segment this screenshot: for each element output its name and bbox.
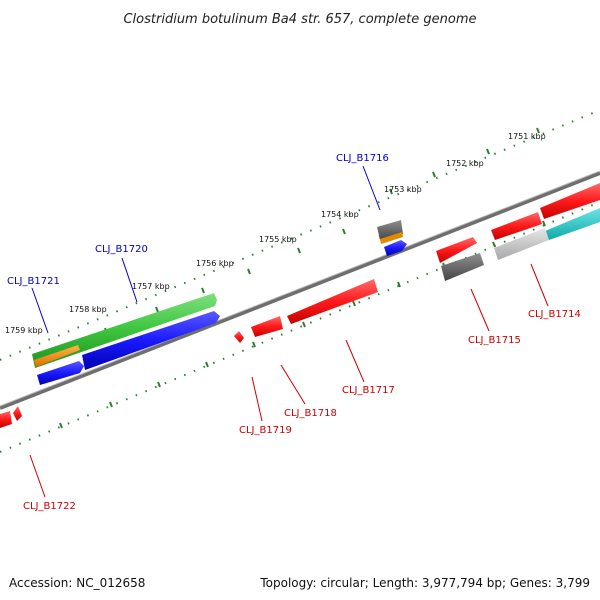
map-title: Clostridium botulinum Ba4 str. 657, comp… xyxy=(123,12,476,27)
gene-label-CLJ_B1715[interactable]: CLJ_B1715 xyxy=(468,335,521,346)
gene-feature-red-right[interactable] xyxy=(540,183,600,219)
genome-summary-text: Topology: circular; Length: 3,977,794 bp… xyxy=(259,576,590,590)
scale-label-1758: 1758 kbp xyxy=(69,305,107,314)
gene-label-CLJ_B1716[interactable]: CLJ_B1716 xyxy=(336,153,389,164)
gene-feature-red-CLJ_B1714a[interactable] xyxy=(491,212,542,240)
gene-label-CLJ_B1717[interactable]: CLJ_B1717 xyxy=(342,385,395,396)
scale-label-1751: 1751 kbp xyxy=(508,132,546,141)
gene-label-CLJ_B1720[interactable]: CLJ_B1720 xyxy=(95,244,148,255)
scale-label-1754: 1754 kbp xyxy=(321,210,359,219)
gene-feature-red-edge[interactable] xyxy=(0,411,12,428)
gene-label-CLJ_B1718[interactable]: CLJ_B1718 xyxy=(284,408,337,419)
gene-feature-red-CLJ_B1718[interactable] xyxy=(251,316,283,337)
scale-ring-upper xyxy=(0,109,600,361)
gene-feature-cyan[interactable] xyxy=(545,208,600,240)
scale-label-1753: 1753 kbp xyxy=(384,185,422,194)
scale-label-1757: 1757 kbp xyxy=(132,282,170,291)
scale-label-1752: 1752 kbp xyxy=(446,159,484,168)
forward-strand-genes xyxy=(32,183,600,385)
gene-labels: CLJ_B1716 CLJ_B1720 CLJ_B1721 CLJ_B1714 … xyxy=(7,153,581,512)
gene-label-CLJ_B1721[interactable]: CLJ_B1721 xyxy=(7,276,60,287)
scale-label-1759: 1759 kbp xyxy=(5,326,43,335)
gene-label-CLJ_B1719[interactable]: CLJ_B1719 xyxy=(239,425,292,436)
gene-feature-blue-cds[interactable] xyxy=(82,311,220,370)
genome-backbone xyxy=(0,170,600,410)
gene-feature-orange-stripe[interactable] xyxy=(380,232,403,244)
gene-feature-red-CLJ_B1715a[interactable] xyxy=(436,237,477,263)
gene-feature-lightgray-CLJ_B1714[interactable] xyxy=(494,228,549,260)
scale-labels: 1751 kbp 1752 kbp 1753 kbp 1754 kbp 1755… xyxy=(5,132,546,335)
gene-feature-blue-small[interactable] xyxy=(37,361,84,385)
gene-feature-orange[interactable] xyxy=(34,345,80,367)
gene-feature-gray-CLJ_B1715[interactable] xyxy=(441,253,484,281)
scale-label-1756: 1756 kbp xyxy=(196,259,234,268)
scale-label-1755: 1755 kbp xyxy=(259,235,297,244)
accession-text: Accession: NC_012658 xyxy=(9,576,145,590)
gene-label-CLJ_B1722[interactable]: CLJ_B1722 xyxy=(23,501,76,512)
gene-feature-red-CLJ_B1722[interactable] xyxy=(13,406,22,421)
gene-label-CLJ_B1714[interactable]: CLJ_B1714 xyxy=(528,309,581,320)
gene-feature-red-CLJ_B1717[interactable] xyxy=(287,279,378,324)
gene-feature-blue-CLJ_B1716[interactable] xyxy=(384,240,407,256)
gene-feature-red-CLJ_B1719[interactable] xyxy=(234,331,244,343)
label-leaders xyxy=(29,165,549,498)
reverse-strand-genes xyxy=(0,208,600,428)
